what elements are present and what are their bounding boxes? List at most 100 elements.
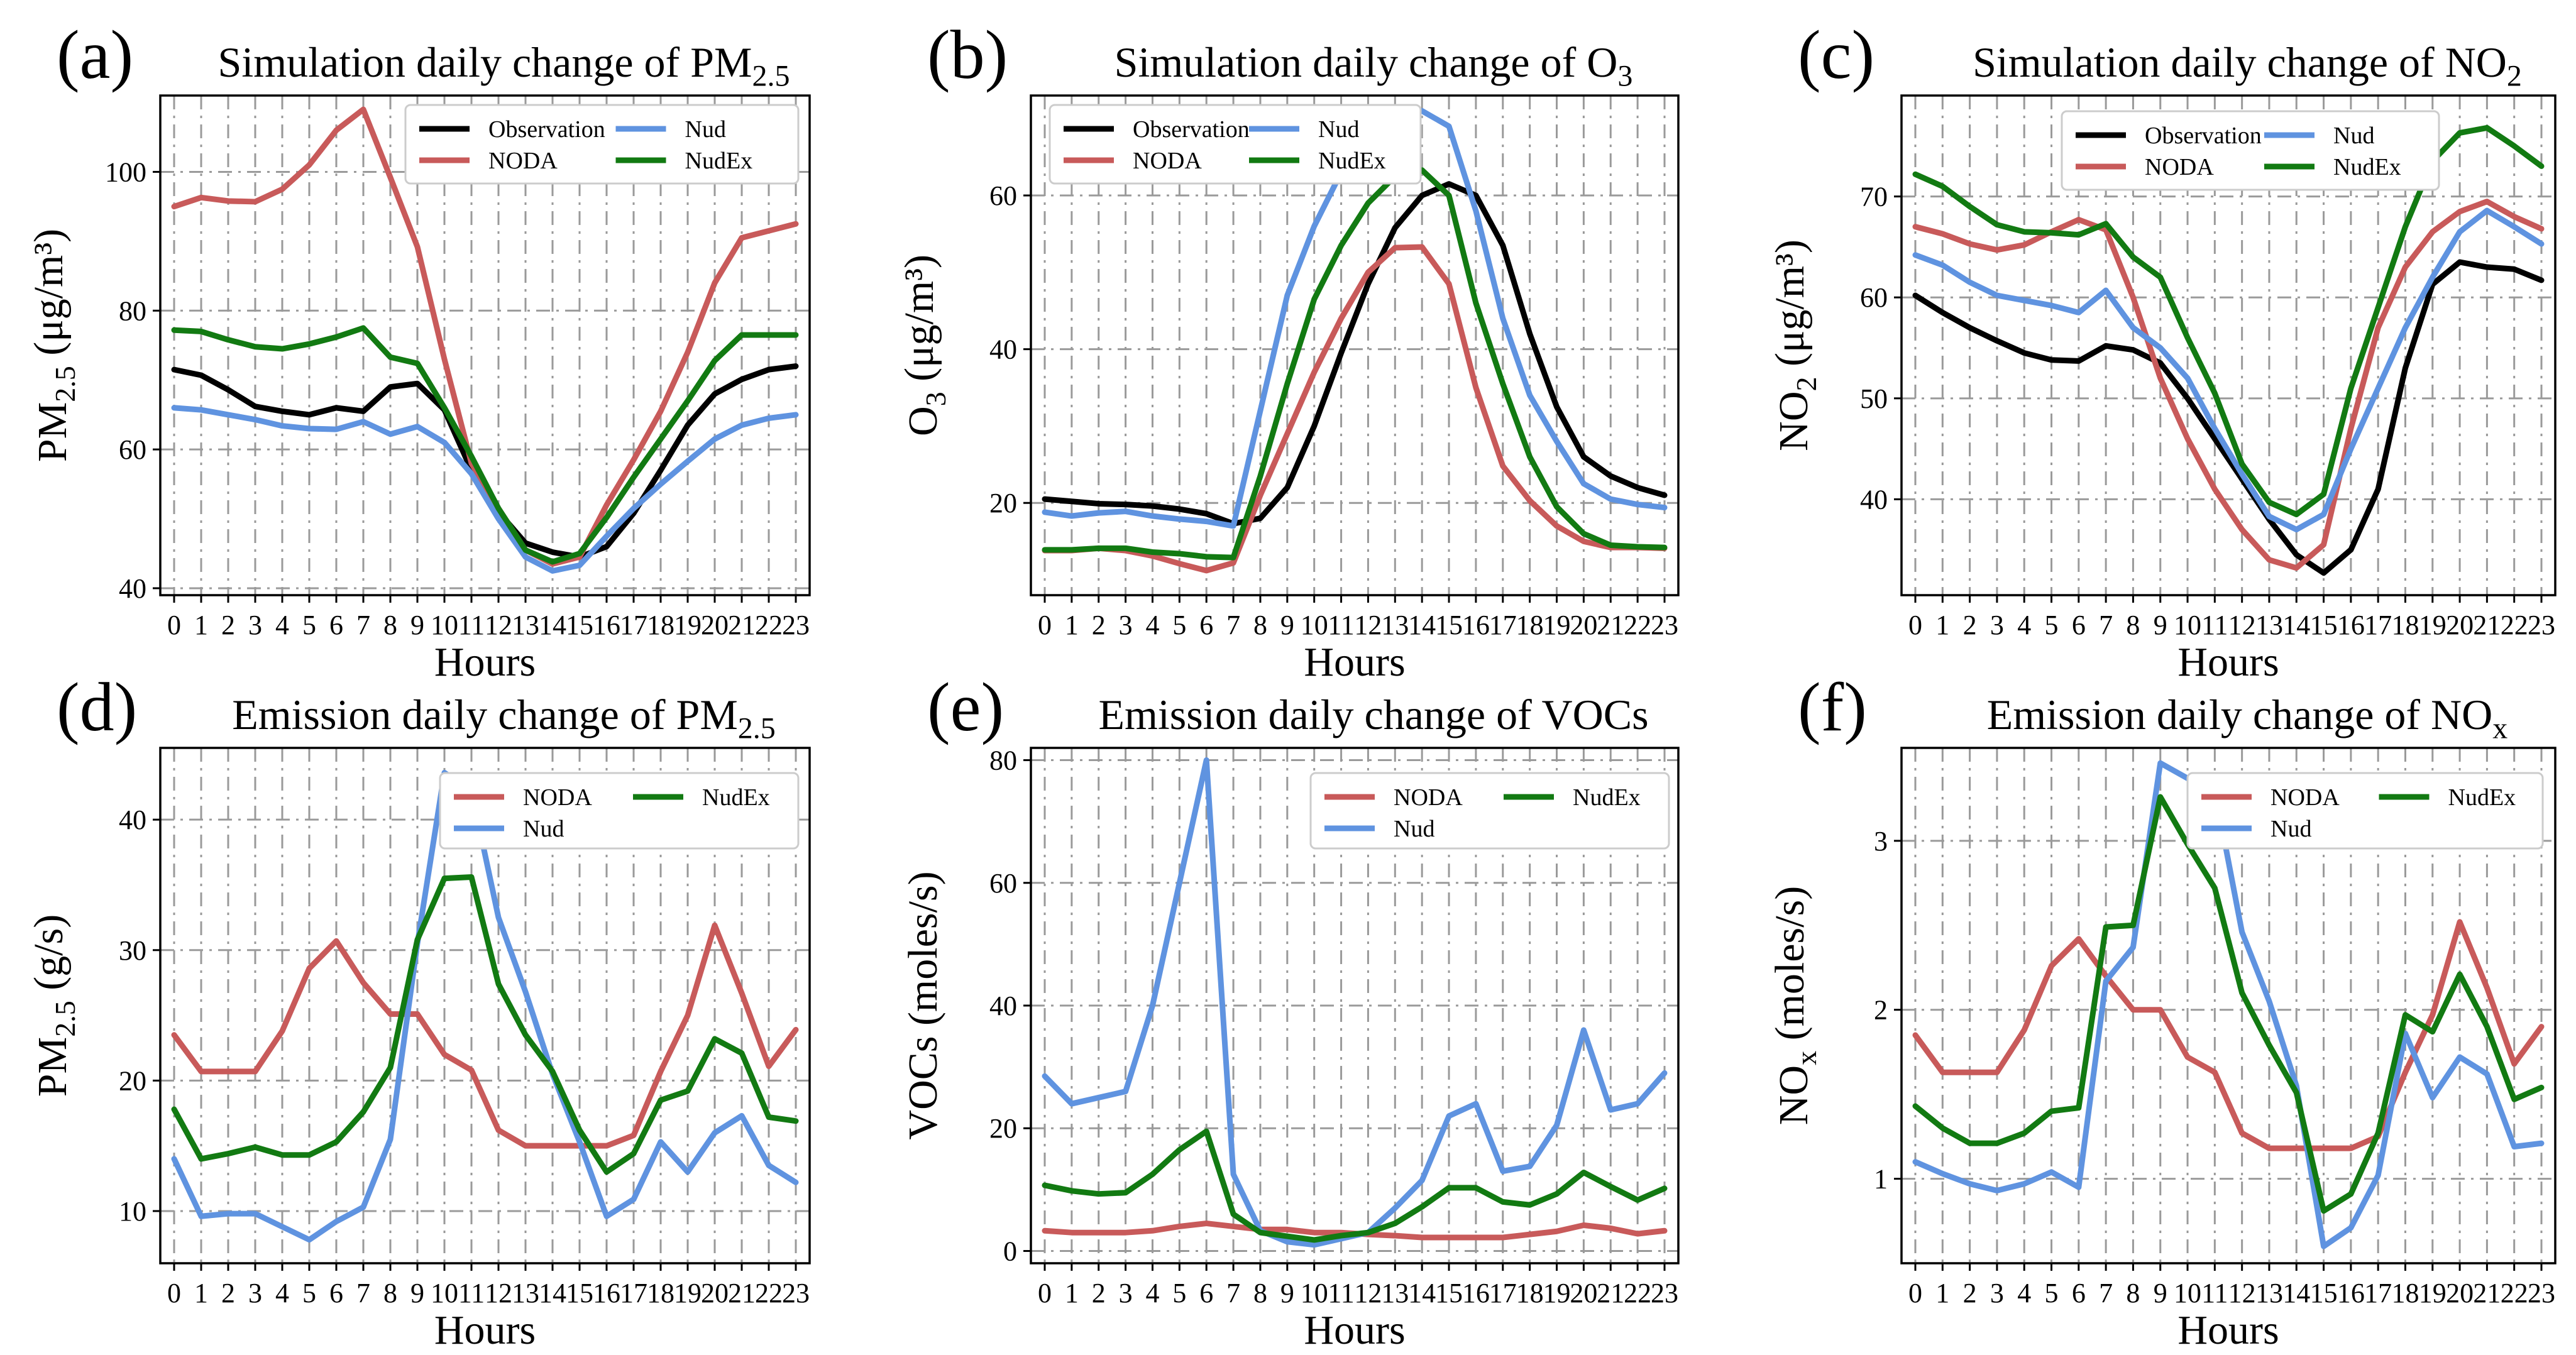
x-tick-label: 12 xyxy=(2228,610,2256,640)
x-tick-label: 4 xyxy=(1145,1278,1159,1308)
series-line-nudex xyxy=(1042,1128,1668,1243)
x-tick-label: 23 xyxy=(2528,1278,2555,1308)
y-axis-label: VOCs (moles/s) xyxy=(900,871,946,1139)
x-tick-label: 1 xyxy=(194,610,208,640)
x-tick-label: 20 xyxy=(2446,1278,2474,1308)
y-tick-label: 30 xyxy=(119,935,146,966)
y-tick-label: 1 xyxy=(1874,1164,1888,1195)
x-tick-label: 11 xyxy=(1328,610,1354,640)
x-tick-label: 13 xyxy=(1381,610,1409,640)
legend-label: Nud xyxy=(2333,123,2374,149)
x-tick-label: 14 xyxy=(539,610,566,640)
legend-label: NODA xyxy=(2271,784,2340,811)
panel-d: 0 1 2 3 4 5 6 7 8 9 10 11 12 13 14 15 16 17 18 19 20 21 22 2310… xyxy=(26,669,811,1353)
x-tick-label: 3 xyxy=(1990,1278,2004,1308)
panel-a: 0 1 2 3 4 5 6 7 8 9 10 11 12 13 14 15 16 17 18 19 20 21 22 2340… xyxy=(26,16,811,685)
x-tick-label: 10 xyxy=(2174,1278,2201,1308)
x-tick-label: 9 xyxy=(2154,1278,2167,1308)
x-tick-label: 0 xyxy=(1908,1278,1922,1308)
series-line-noda xyxy=(1912,199,2545,571)
x-tick-label: 5 xyxy=(2045,610,2059,640)
legend-label: Nud xyxy=(1394,816,1434,842)
x-tick-label: 13 xyxy=(512,610,539,640)
x-tick-label: 18 xyxy=(2391,610,2419,640)
series-line-observation xyxy=(1042,181,1668,527)
x-axis-label: Hours xyxy=(434,1307,536,1353)
legend-label: NODA xyxy=(2145,154,2214,180)
legend: Observation NODA Nud NudEx xyxy=(404,104,800,185)
y-tick-label: 80 xyxy=(119,295,146,326)
x-tick-label: 3 xyxy=(1119,610,1133,640)
x-tick-label: 0 xyxy=(167,1278,181,1308)
x-tick-label: 11 xyxy=(458,1278,485,1308)
x-axis-label: Hours xyxy=(2177,1307,2279,1353)
y-axis-label: O3 (μg/m³) xyxy=(896,255,952,436)
plot-frame xyxy=(1030,94,1680,596)
x-axis-label: Hours xyxy=(2177,639,2279,685)
x-tick-label: 1 xyxy=(1065,610,1079,640)
y-tick-label: 60 xyxy=(989,868,1017,899)
panel-label: (f) xyxy=(1798,669,1867,745)
legend-label: Nud xyxy=(523,816,564,842)
x-tick-label: 1 xyxy=(1065,1278,1079,1308)
y-axis-label: NOx (moles/s) xyxy=(1767,886,1822,1125)
x-tick-label: 5 xyxy=(302,1278,316,1308)
y-tick-label: 70 xyxy=(1860,182,1888,212)
series-line-observation xyxy=(171,363,799,560)
legend-label: NODA xyxy=(1394,784,1463,811)
x-tick-label: 17 xyxy=(2364,1278,2392,1308)
x-tick-label: 4 xyxy=(275,610,289,640)
x-tick-label: 5 xyxy=(1172,610,1186,640)
x-tick-label: 18 xyxy=(1516,1278,1544,1308)
x-tick-label: 5 xyxy=(1172,1278,1186,1308)
x-tick-label: 22 xyxy=(2501,1278,2528,1308)
x-tick-label: 6 xyxy=(1199,1278,1213,1308)
x-tick-label: 20 xyxy=(2446,610,2474,640)
x-tick-label: 6 xyxy=(329,610,343,640)
plot-frame xyxy=(159,747,811,1264)
x-tick-label: 16 xyxy=(2337,610,2365,640)
x-tick-label: 4 xyxy=(1145,610,1159,640)
x-tick-label: 15 xyxy=(2310,610,2338,640)
x-tick-label: 23 xyxy=(782,610,810,640)
x-tick-label: 7 xyxy=(1226,610,1240,640)
legend-label: NudEx xyxy=(2448,784,2516,811)
x-tick-label: 11 xyxy=(2201,610,2228,640)
series-line-noda xyxy=(171,922,799,1149)
x-tick-label: 9 xyxy=(410,610,424,640)
legend-label: Nud xyxy=(1318,116,1359,143)
x-tick-label: 10 xyxy=(431,1278,458,1308)
y-tick-label: 100 xyxy=(105,156,146,187)
y-tick-label: 2 xyxy=(1874,995,1888,1026)
legend-label: Nud xyxy=(685,116,726,143)
plot-frame xyxy=(159,94,811,596)
x-tick-label: 0 xyxy=(1908,610,1922,640)
legend-label: NudEx xyxy=(1318,148,1386,174)
x-tick-label: 7 xyxy=(356,610,370,640)
legend-label: Nud xyxy=(2271,816,2311,842)
grid xyxy=(1031,748,1678,1263)
y-tick-label: 20 xyxy=(989,1113,1017,1144)
x-tick-label: 10 xyxy=(2174,610,2201,640)
panel-label: (d) xyxy=(57,669,137,745)
y-tick-label: 40 xyxy=(989,334,1017,365)
x-tick-label: 10 xyxy=(1301,610,1328,640)
series-line-nudex xyxy=(171,874,799,1175)
x-tick-label: 12 xyxy=(1354,1278,1382,1308)
x-tick-label: 12 xyxy=(1354,610,1382,640)
x-tick-label: 19 xyxy=(2419,610,2447,640)
x-tick-label: 6 xyxy=(329,1278,343,1308)
x-tick-label: 2 xyxy=(1092,610,1106,640)
x-tick-label: 18 xyxy=(1516,610,1544,640)
series-line-nud xyxy=(171,769,799,1243)
panel-title: Emission daily change of NOx xyxy=(1987,691,2508,745)
plot-frame xyxy=(1900,747,2557,1264)
y-tick-label: 40 xyxy=(119,804,146,835)
x-tick-label: 21 xyxy=(2473,610,2501,640)
x-tick-label: 8 xyxy=(2126,1278,2140,1308)
legend-label: NudEx xyxy=(702,784,770,811)
legend-label: NODA xyxy=(488,148,558,174)
x-tick-label: 4 xyxy=(2017,1278,2031,1308)
x-tick-label: 16 xyxy=(593,610,620,640)
x-tick-label: 10 xyxy=(1301,1278,1328,1308)
